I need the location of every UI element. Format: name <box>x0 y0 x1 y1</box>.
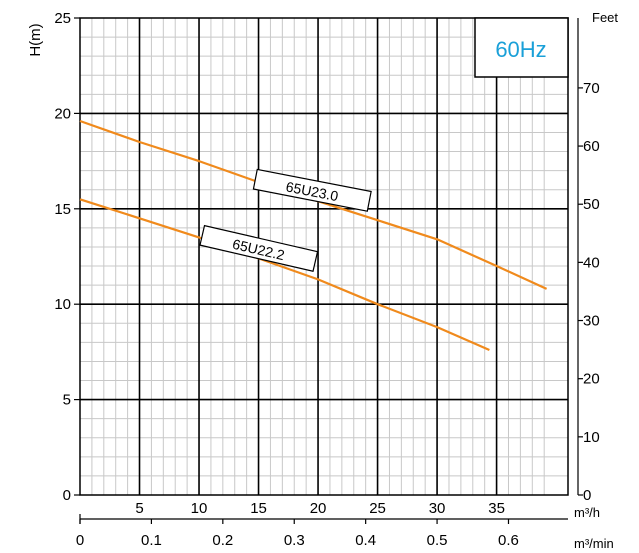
right-tick-label: 70 <box>583 80 600 97</box>
x-tick-label-primary: 10 <box>191 500 208 517</box>
x-tick-label-primary: 35 <box>488 500 505 517</box>
x-tick-label-primary: 15 <box>250 500 267 517</box>
right-tick-label: 20 <box>583 371 600 388</box>
y-tick-label: 10 <box>54 296 71 313</box>
right-axis-label: Feet <box>592 10 618 25</box>
curve-label-box <box>199 224 319 272</box>
x-tick-label-secondary: 0.3 <box>284 532 305 549</box>
x-axis-unit-secondary: m³/min <box>574 536 614 551</box>
y-tick-label: 5 <box>63 392 71 409</box>
x-tick-label-primary: 20 <box>310 500 327 517</box>
curve-label-box <box>252 168 372 212</box>
right-tick-label: 50 <box>583 196 600 213</box>
x-axis-unit-primary: m³/h <box>574 505 600 520</box>
right-tick-label: 0 <box>583 487 591 504</box>
plot-frame <box>79 17 569 496</box>
right-axis: 0 10 20 30 40 50 60 70 <box>577 18 600 504</box>
x-tick-label-secondary: 0.2 <box>212 532 233 549</box>
curve-65U22.2 <box>79 198 490 352</box>
right-tick-label: 10 <box>583 429 600 446</box>
y-tick-label: 20 <box>54 105 71 122</box>
right-tick-label: 40 <box>583 254 600 271</box>
x-tick-label-secondary: 0 <box>76 532 84 549</box>
frequency-box: 60Hz <box>474 17 569 78</box>
right-tick-label: 30 <box>583 313 600 330</box>
left-axis-ticks: 0 5 10 15 20 25 <box>54 10 80 504</box>
x-tick-label-primary: 30 <box>429 500 446 517</box>
frequency-label: 60Hz <box>495 37 546 62</box>
bottom-axis-ticks: 5 10 15 20 25 30 35 <box>135 500 505 517</box>
x-tick-label-secondary: 0.6 <box>498 532 519 549</box>
y-tick-label: 0 <box>63 487 71 504</box>
x-tick-label-primary: 25 <box>369 500 386 517</box>
x-tick-label-secondary: 0.5 <box>427 532 448 549</box>
x-tick-label-primary: 5 <box>135 500 143 517</box>
y-tick-label: 15 <box>54 201 71 218</box>
y-tick-label: 25 <box>54 10 71 27</box>
secondary-x-axis: 0 0.1 0.2 0.3 0.4 0.5 0.6 <box>76 514 568 549</box>
right-tick-label: 60 <box>583 138 600 155</box>
y-axis-label: H(m) <box>27 23 44 56</box>
frequency-box-frame <box>474 17 569 78</box>
x-tick-label-secondary: 0.4 <box>355 532 376 549</box>
x-tick-label-secondary: 0.1 <box>141 532 162 549</box>
